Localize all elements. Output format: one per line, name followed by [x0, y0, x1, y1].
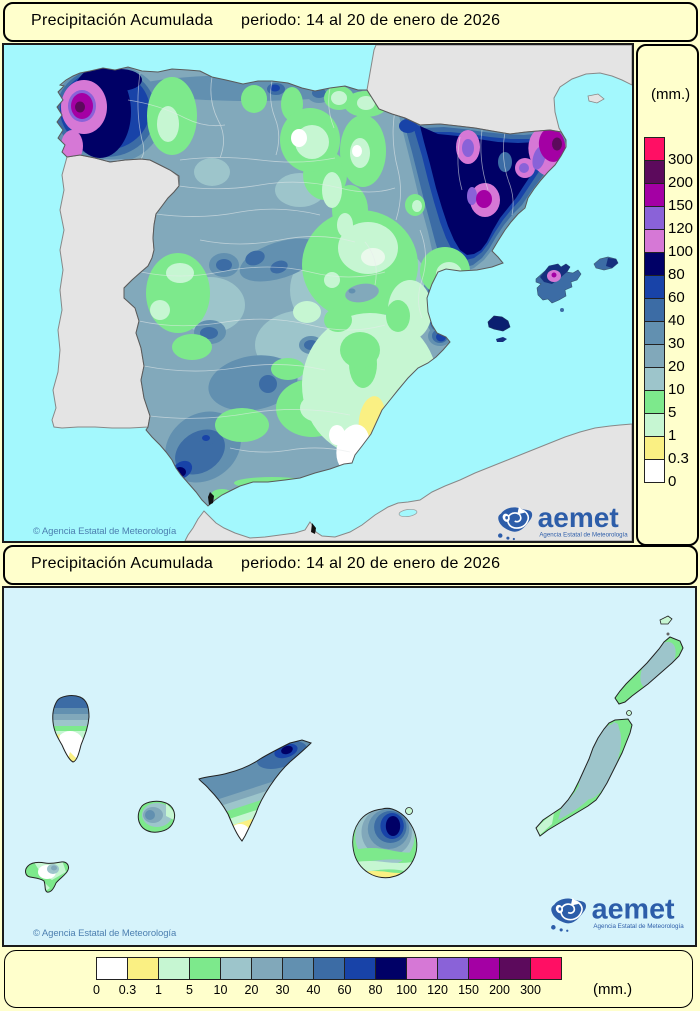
svg-text:© Agencia Estatal de Meteorolo: © Agencia Estatal de Meteorología: [33, 928, 177, 939]
svg-text:Agencia Estatal de Meteorologí: Agencia Estatal de Meteorología: [593, 923, 684, 930]
svg-text:aemet: aemet: [592, 894, 675, 926]
svg-text:Agencia Estatal de Meteorologí: Agencia Estatal de Meteorología: [539, 531, 628, 538]
svg-text:aemet: aemet: [538, 502, 619, 533]
svg-text:© Agencia Estatal de Meteorolo: © Agencia Estatal de Meteorología: [33, 526, 177, 537]
